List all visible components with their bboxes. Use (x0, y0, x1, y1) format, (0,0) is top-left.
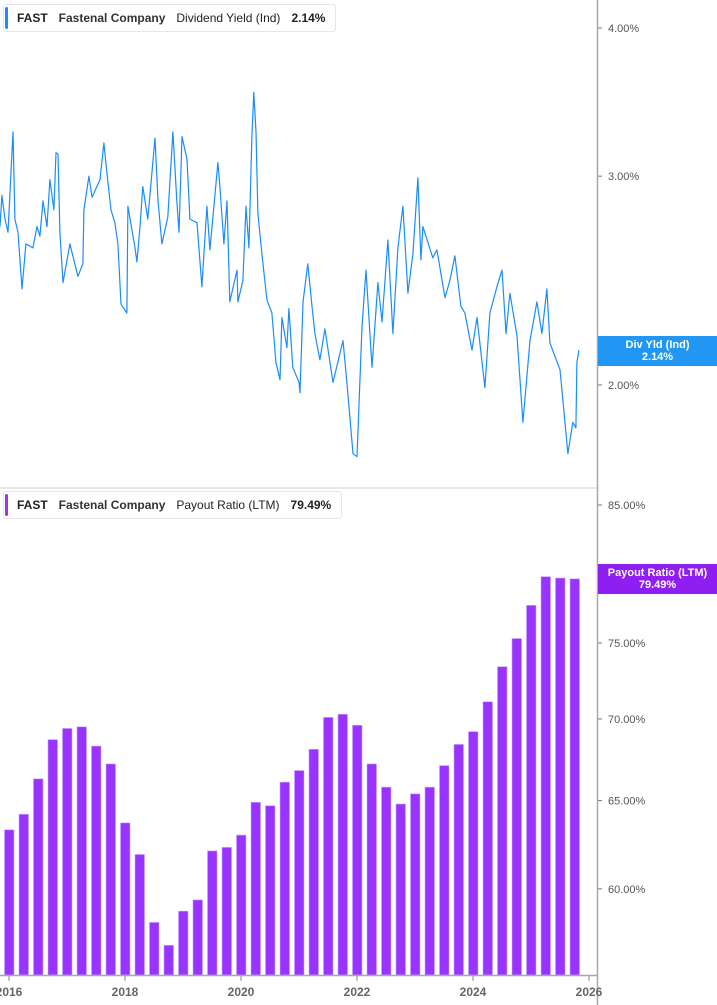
payout-bar-2017-q2 (76, 726, 87, 976)
badge-value: 79.49% (638, 579, 677, 591)
payout-ratio-plot (4, 576, 580, 976)
payout-bar-2020-q3 (265, 805, 276, 976)
payout-bar-2023-q1 (410, 793, 421, 976)
legend-value: 2.14% (291, 11, 326, 25)
payout-bar-2018-q1 (120, 822, 131, 976)
payout-bar-2019-q3 (207, 850, 218, 976)
legend-ticker: FAST (17, 11, 48, 25)
top-y-axis: 4.00% 3.00% 2.00% (598, 23, 639, 392)
payout-bar-2016-q1 (4, 829, 15, 976)
payout-bar-2022-q3 (381, 786, 392, 976)
legend-company: Fastenal Company (58, 11, 166, 25)
x-tick-label: 2024 (460, 985, 487, 999)
payout-bar-2020-q2 (250, 802, 261, 976)
payout-bar-2023-q3 (439, 765, 450, 976)
bottom-legend: FAST Fastenal Company Payout Ratio (LTM)… (3, 491, 343, 519)
x-tick-label: 2026 (576, 985, 603, 999)
payout-bar-2025-q4 (569, 578, 580, 976)
y-tick-label: 4.00% (608, 23, 639, 35)
payout-bar-2018-q3 (149, 922, 160, 976)
payout-bar-2025-q3 (555, 577, 566, 976)
badge-value: 2.14% (641, 351, 674, 363)
payout-bar-2021-q3 (323, 717, 334, 976)
y-tick-label: 85.00% (608, 500, 646, 512)
badge-label: Div Yld (Ind) (625, 339, 690, 351)
yield-last-value-badge: Div Yld (Ind) 2.14% (598, 336, 717, 366)
payout-bar-2023-q2 (424, 786, 435, 976)
payout-bar-2022-q2 (366, 763, 377, 976)
payout-bar-2025-q1 (526, 605, 537, 976)
payout-bar-2022-q4 (395, 803, 406, 976)
payout-bar-2016-q4 (47, 739, 58, 976)
legend-swatch-payout (5, 494, 8, 516)
payout-bar-2019-q1 (178, 910, 189, 976)
y-tick-label: 70.00% (608, 714, 646, 726)
payout-bar-2018-q4 (163, 945, 174, 976)
x-tick-label: 2022 (344, 985, 371, 999)
legend-value: 79.49% (290, 498, 332, 512)
legend-company: Fastenal Company (58, 498, 166, 512)
payout-bar-2025-q2 (540, 576, 551, 976)
payout-bar-2020-q4 (279, 781, 290, 976)
dividend-yield-line (0, 91, 580, 458)
payout-bar-2022-q1 (352, 724, 363, 976)
payout-last-value-badge: Payout Ratio (LTM) 79.49% (598, 564, 717, 594)
x-tick-label: 2018 (112, 985, 139, 999)
y-tick-label: 2.00% (608, 380, 639, 392)
payout-bar-2024-q3 (497, 666, 508, 976)
payout-bar-2021-q2 (308, 748, 319, 976)
payout-bar-2016-q2 (18, 813, 29, 976)
payout-bar-2024-q4 (511, 638, 522, 976)
payout-bar-2017-q4 (105, 763, 116, 976)
payout-bar-2021-q4 (337, 713, 348, 976)
payout-bar-2023-q4 (453, 744, 464, 976)
legend-ticker: FAST (17, 498, 48, 512)
payout-bar-2021-q1 (294, 770, 305, 976)
y-tick-label: 3.00% (608, 171, 639, 183)
payout-bar-2016-q3 (33, 778, 44, 976)
x-axis: 2016 2018 2020 2022 2024 2026 (0, 976, 603, 999)
payout-bar-2017-q3 (91, 745, 102, 976)
legend-swatch-yield (5, 7, 8, 29)
dividend-yield-plot (0, 91, 580, 458)
payout-bar-2019-q2 (192, 899, 203, 976)
y-tick-label: 60.00% (608, 884, 646, 896)
legend-metric: Payout Ratio (LTM) (176, 498, 280, 512)
payout-bar-2019-q4 (221, 847, 232, 976)
payout-bar-2020-q1 (236, 834, 247, 976)
badge-label: Payout Ratio (LTM) (607, 567, 708, 579)
legend-metric: Dividend Yield (Ind) (176, 11, 281, 25)
payout-bar-2024-q1 (468, 731, 479, 976)
y-tick-label: 75.00% (608, 638, 646, 650)
x-tick-label: 2020 (228, 985, 255, 999)
payout-bar-2017-q1 (62, 728, 73, 976)
payout-bar-2018-q2 (134, 854, 145, 976)
y-tick-label: 65.00% (608, 796, 646, 808)
x-tick-label: 2016 (0, 985, 23, 999)
top-legend: FAST Fastenal Company Dividend Yield (In… (3, 4, 337, 32)
payout-bar-2024-q2 (482, 701, 493, 976)
bottom-y-axis: 85.00% 75.00% 70.00% 65.00% 60.00% (598, 500, 646, 896)
